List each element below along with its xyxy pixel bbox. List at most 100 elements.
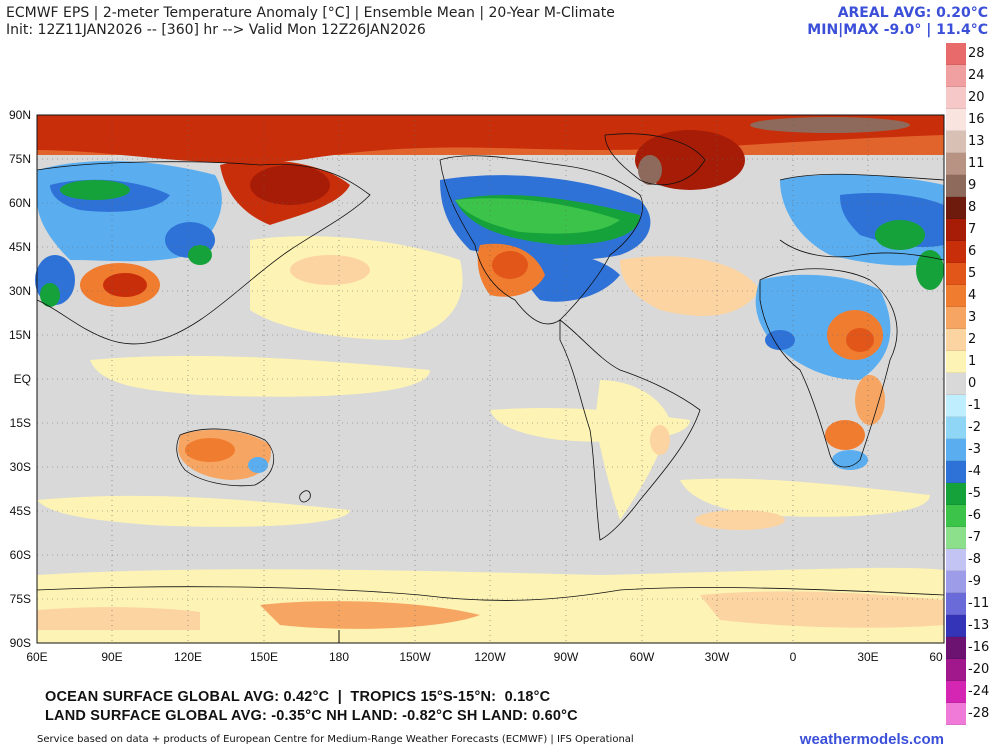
colorbar-label: -5 — [968, 486, 981, 501]
colorbar-swatch — [946, 417, 966, 439]
colorbar-swatch — [946, 571, 966, 593]
colorbar-swatch — [946, 87, 966, 109]
footer-stats: OCEAN SURFACE GLOBAL AVG: 0.42°C | TROPI… — [45, 688, 578, 726]
colorbar-swatch — [946, 703, 966, 725]
colorbar-swatch — [946, 131, 966, 153]
colorbar-swatch — [946, 219, 966, 241]
graticule — [37, 115, 944, 643]
colorbar-label: -11 — [968, 596, 990, 611]
header-stats: AREAL AVG: 0.20°C MIN|MAX -9.0° | 11.4°C — [807, 5, 988, 39]
lon-label: 30W — [705, 650, 730, 664]
map-frame — [36, 114, 945, 644]
colorbar-label: 1 — [968, 354, 977, 369]
colorbar-swatch — [946, 461, 966, 483]
lat-label: 75N — [9, 152, 31, 166]
colorbar-label: -24 — [968, 684, 990, 699]
colorbar-swatch — [946, 659, 966, 681]
colorbar-label: -20 — [968, 662, 990, 677]
colorbar-swatch — [946, 373, 966, 395]
colorbar-label: 0 — [968, 376, 977, 391]
chart-title: ECMWF EPS | 2-meter Temperature Anomaly … — [6, 5, 615, 21]
lon-label: 120W — [474, 650, 506, 664]
colorbar-swatch — [946, 549, 966, 571]
colorbar-label: -8 — [968, 552, 981, 567]
colorbar-swatch — [946, 307, 966, 329]
colorbar-label: 3 — [968, 310, 977, 325]
header-titles: ECMWF EPS | 2-meter Temperature Anomaly … — [6, 5, 615, 39]
lat-label: EQ — [14, 372, 31, 386]
colorbar-swatch — [946, 637, 966, 659]
colorbar-label: -28 — [968, 706, 990, 721]
colorbar-label: 28 — [968, 46, 985, 61]
colorbar-label: 11 — [968, 156, 985, 171]
colorbar-swatch — [946, 263, 966, 285]
colorbar-swatch — [946, 109, 966, 131]
lon-label: 180 — [329, 650, 349, 664]
colorbar-swatch — [946, 593, 966, 615]
colorbar-swatch — [946, 175, 966, 197]
colorbar-swatch — [946, 483, 966, 505]
lon-label: 150W — [399, 650, 431, 664]
colorbar-label: 7 — [968, 222, 977, 237]
colorbar-swatch — [946, 395, 966, 417]
colorbar-swatch — [946, 681, 966, 703]
lat-label: 90S — [10, 636, 31, 650]
areal-avg-text: AREAL AVG: 0.20°C — [837, 5, 988, 21]
colorbar-label: -13 — [968, 618, 990, 633]
land-avg-text: LAND SURFACE GLOBAL AVG: -0.35°C NH LAND… — [45, 708, 578, 724]
colorbar-swatch — [946, 505, 966, 527]
colorbar-label: -4 — [968, 464, 981, 479]
colorbar-label: 20 — [968, 90, 985, 105]
lon-label: 60W — [630, 650, 655, 664]
colorbar-label: 24 — [968, 68, 985, 83]
colorbar-label: 13 — [968, 134, 985, 149]
lon-label: 150E — [250, 650, 278, 664]
lat-label: 30S — [10, 460, 31, 474]
lon-label: 90W — [554, 650, 579, 664]
lon-label: 0 — [790, 650, 797, 664]
lon-label: 90E — [101, 650, 122, 664]
colorbar-label: -9 — [968, 574, 981, 589]
chart-subtitle: Init: 12Z11JAN2026 -- [360] hr --> Valid… — [6, 22, 426, 38]
colorbar-label: -16 — [968, 640, 990, 655]
lon-axis: 60E 90E 120E 150E 180 150W 120W 90W 60W … — [26, 650, 943, 664]
colorbar — [946, 43, 966, 725]
lat-axis: 90N 75N 60N 45N 30N 15N EQ 15S 30S 45S 6… — [9, 108, 31, 650]
colorbar-swatch — [946, 351, 966, 373]
credit-text: Service based on data + products of Euro… — [37, 734, 634, 745]
colorbar-swatch — [946, 153, 966, 175]
lat-label: 45N — [9, 240, 31, 254]
lat-label: 60S — [10, 548, 31, 562]
colorbar-swatch — [946, 439, 966, 461]
colorbar-label: -2 — [968, 420, 981, 435]
colorbar-label: 9 — [968, 178, 977, 193]
lat-label: 60N — [9, 196, 31, 210]
lon-label: 30E — [857, 650, 878, 664]
colorbar-label: 5 — [968, 266, 977, 281]
colorbar-swatch — [946, 65, 966, 87]
ocean-avg-text: OCEAN SURFACE GLOBAL AVG: 0.42°C | TROPI… — [45, 689, 551, 705]
colorbar-swatch — [946, 285, 966, 307]
lat-label: 45S — [10, 504, 31, 518]
lat-label: 75S — [10, 592, 31, 606]
colorbar-swatch — [946, 43, 966, 65]
coastlines — [36, 133, 945, 601]
colorbar-label: 4 — [968, 288, 977, 303]
lon-label: 60E — [26, 650, 47, 664]
colorbar-label: 6 — [968, 244, 977, 259]
colorbar-label: -7 — [968, 530, 981, 545]
colorbar-label: -6 — [968, 508, 981, 523]
minmax-text: MIN|MAX -9.0° | 11.4°C — [807, 22, 988, 38]
colorbar-labels: 28 24 20 16 13 11 9 8 7 6 5 4 3 2 1 0 -1 -2 -3 -4 -5 -6 -7 -8 -9… — [968, 43, 998, 725]
colorbar-label: -3 — [968, 442, 981, 457]
lat-label: 90N — [9, 108, 31, 122]
colorbar-swatch — [946, 197, 966, 219]
colorbar-label: -1 — [968, 398, 981, 413]
colorbar-swatch — [946, 241, 966, 263]
lat-label: 15S — [10, 416, 31, 430]
lon-label: 60 — [929, 650, 943, 664]
colorbar-label: 2 — [968, 332, 977, 347]
lat-label: 30N — [9, 284, 31, 298]
brand-link[interactable]: weathermodels.com — [799, 731, 944, 748]
